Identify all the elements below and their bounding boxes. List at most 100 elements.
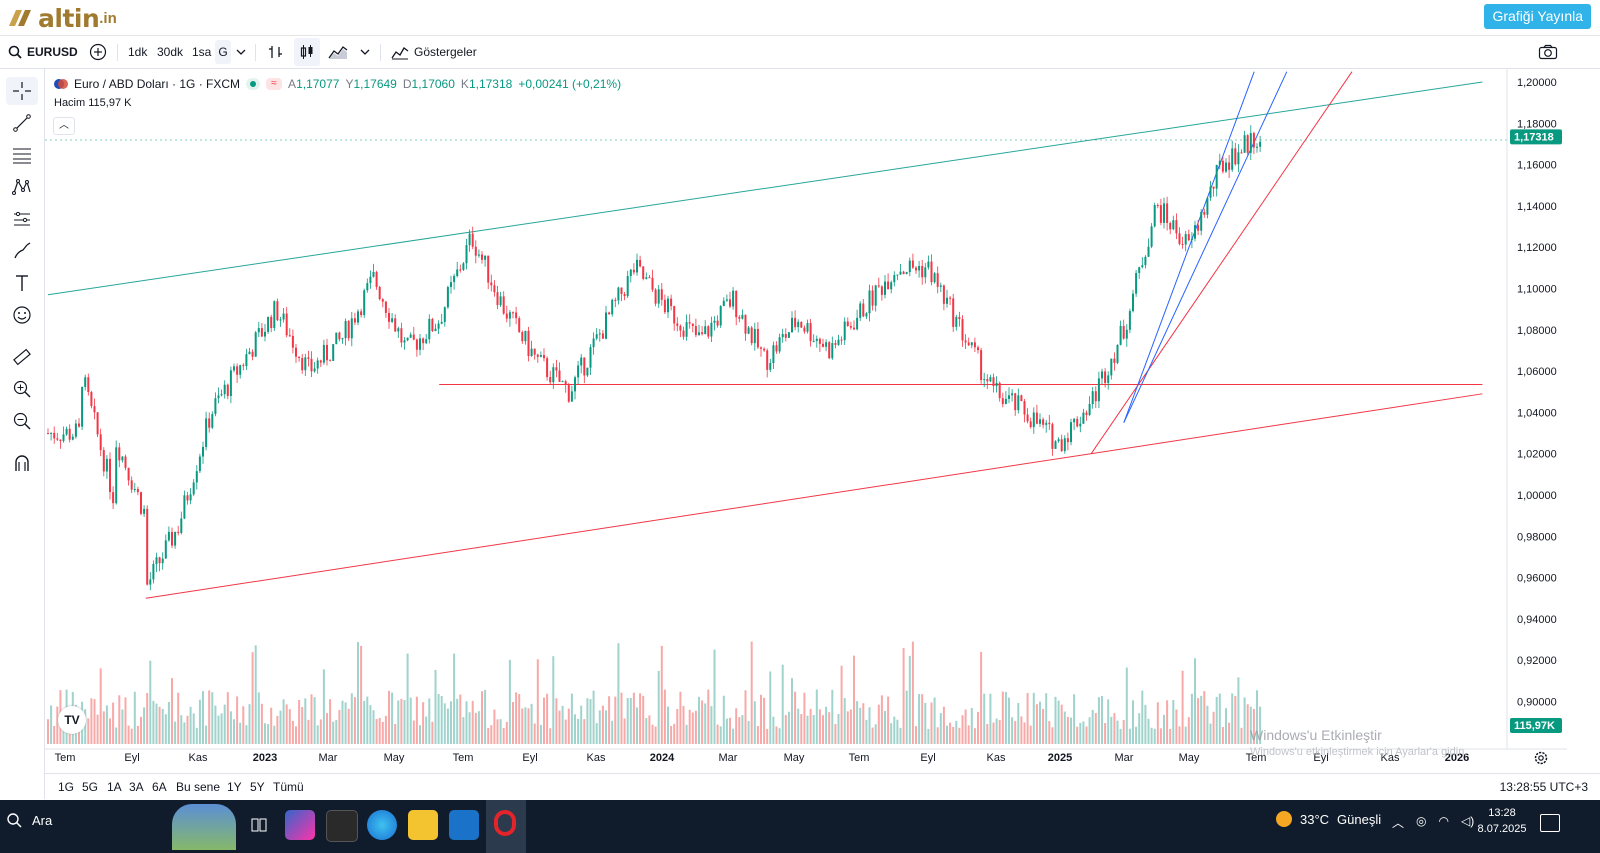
- fib-tool[interactable]: [6, 141, 38, 169]
- ruler-tool[interactable]: [6, 343, 38, 371]
- settings-button[interactable]: [1533, 750, 1549, 771]
- collapse-legend-button[interactable]: ︿: [53, 117, 75, 135]
- candle-body: [360, 311, 363, 316]
- range-5y[interactable]: 5Y: [250, 780, 265, 794]
- search-label: Ara: [32, 812, 53, 828]
- pattern-tool[interactable]: [6, 173, 38, 201]
- volume-bar: [1094, 713, 1097, 744]
- taskbar-search[interactable]: Ara: [6, 812, 52, 828]
- range-1a[interactable]: 1A: [107, 780, 122, 794]
- trendlines[interactable]: [47, 71, 1483, 599]
- candle-body: [558, 370, 561, 382]
- emoji-tool[interactable]: [6, 301, 38, 329]
- wifi-icon[interactable]: ◠: [1438, 814, 1449, 828]
- volume-bar: [515, 692, 518, 744]
- tray-icons[interactable]: ︿ ◎ ◠ ◁): [1392, 814, 1474, 831]
- volume-bar: [443, 703, 446, 744]
- file-explorer-icon[interactable]: [408, 810, 438, 840]
- task-view-icon[interactable]: [244, 810, 274, 840]
- candle-body: [865, 313, 868, 317]
- volume-bar: [654, 726, 657, 744]
- area-style-button[interactable]: [328, 36, 348, 68]
- time-tick-label: Eyl: [124, 752, 139, 764]
- site-logo[interactable]: altin .in: [6, 4, 117, 33]
- symbol-search[interactable]: EURUSD: [8, 36, 78, 68]
- zoom-in-tool[interactable]: [6, 375, 38, 403]
- candle-body: [412, 334, 415, 340]
- bars-icon: [269, 46, 282, 58]
- edge-icon[interactable]: [367, 810, 397, 840]
- range-1g[interactable]: 1G: [58, 780, 75, 794]
- interval-dropdown[interactable]: [236, 36, 246, 68]
- candle-body: [1054, 441, 1057, 449]
- volume-bar: [586, 698, 589, 744]
- store-icon[interactable]: [326, 810, 358, 842]
- range-1y[interactable]: 1Y: [227, 780, 242, 794]
- interval-1dk[interactable]: 1dk: [128, 45, 148, 59]
- interval-g[interactable]: G: [215, 40, 231, 64]
- forecast-tool[interactable]: [6, 205, 38, 233]
- chevron-up-icon[interactable]: ︿: [1392, 816, 1405, 830]
- volume-bar: [1076, 726, 1079, 744]
- volume-icon[interactable]: ◁): [1460, 814, 1475, 828]
- chart-toolbar: EURUSD 1dk 30dk 1sa G Göstergeler: [0, 36, 1600, 69]
- volume-bar: [1221, 727, 1224, 744]
- chart-type-dropdown[interactable]: [360, 36, 370, 68]
- candle-body: [747, 327, 750, 334]
- brush-tool[interactable]: [6, 237, 38, 265]
- volume-bar: [605, 710, 607, 744]
- candle-body: [970, 342, 973, 346]
- range-5g[interactable]: 5G: [82, 780, 99, 794]
- range-ytd[interactable]: Bu sene: [176, 780, 221, 794]
- zoom-out-tool[interactable]: [6, 407, 38, 435]
- bar-style-button[interactable]: [268, 36, 284, 68]
- interval-1sa[interactable]: 1sa: [192, 45, 212, 59]
- volume-bar: [1017, 703, 1020, 744]
- text-tool[interactable]: [6, 269, 38, 297]
- volume-bar: [1231, 693, 1234, 744]
- candle-body: [924, 267, 927, 278]
- candle-style-button[interactable]: [294, 38, 320, 66]
- utc-clock[interactable]: 13:28:55 UTC+3: [1499, 780, 1588, 794]
- opera-app[interactable]: [486, 800, 526, 853]
- volume-bar: [555, 698, 558, 744]
- notifications-icon[interactable]: [1540, 814, 1560, 832]
- price-chart[interactable]: 1,20000 1,18000 1,16000 1,14000 1,12000 1,100…: [45, 69, 1567, 799]
- candle-body: [316, 360, 319, 369]
- compare-symbol-button[interactable]: [89, 36, 107, 68]
- volume-bar: [800, 714, 803, 744]
- wave-icon[interactable]: ≈: [266, 78, 283, 90]
- candle-body: [549, 377, 552, 383]
- publish-chart-button[interactable]: Grafiği Yayınla: [1484, 4, 1591, 29]
- taskbar-clock[interactable]: 13:28 8.07.2025: [1474, 805, 1530, 837]
- range-6a[interactable]: 6A: [152, 780, 167, 794]
- market-status-icon[interactable]: [246, 78, 261, 90]
- candle-body: [381, 299, 384, 302]
- range-all[interactable]: Tümü: [273, 780, 304, 794]
- interval-30dk[interactable]: 30dk: [157, 45, 184, 59]
- tradingview-logo[interactable]: TV: [58, 706, 86, 734]
- volume-bar: [149, 660, 152, 744]
- legend-title[interactable]: Euro / ABD Doları · 1G · FXCM: [74, 77, 241, 91]
- candle-body: [555, 367, 558, 371]
- outlook-icon[interactable]: [449, 810, 479, 840]
- copilot-icon[interactable]: [285, 810, 315, 840]
- trendline-tool[interactable]: [6, 109, 38, 137]
- indicators-button[interactable]: Göstergeler: [391, 36, 477, 68]
- volume-bar: [837, 713, 840, 744]
- volume-bar: [1101, 696, 1103, 744]
- candle-body: [1169, 223, 1172, 230]
- snapshot-button[interactable]: [1538, 36, 1558, 68]
- volume-bar: [440, 695, 443, 744]
- range-3a[interactable]: 3A: [129, 780, 144, 794]
- volume-bar: [884, 710, 886, 744]
- crosshair-tool[interactable]: [6, 77, 38, 105]
- magnet-tool[interactable]: [6, 449, 38, 477]
- candle-body: [1029, 421, 1032, 428]
- network-icon[interactable]: ◎: [1416, 814, 1427, 828]
- toolbar-divider: [117, 44, 118, 61]
- volume-bar: [130, 728, 133, 744]
- candle-body: [961, 319, 964, 341]
- candle-body: [623, 294, 626, 297]
- weather-widget[interactable]: 33°C Güneşli: [1276, 811, 1381, 827]
